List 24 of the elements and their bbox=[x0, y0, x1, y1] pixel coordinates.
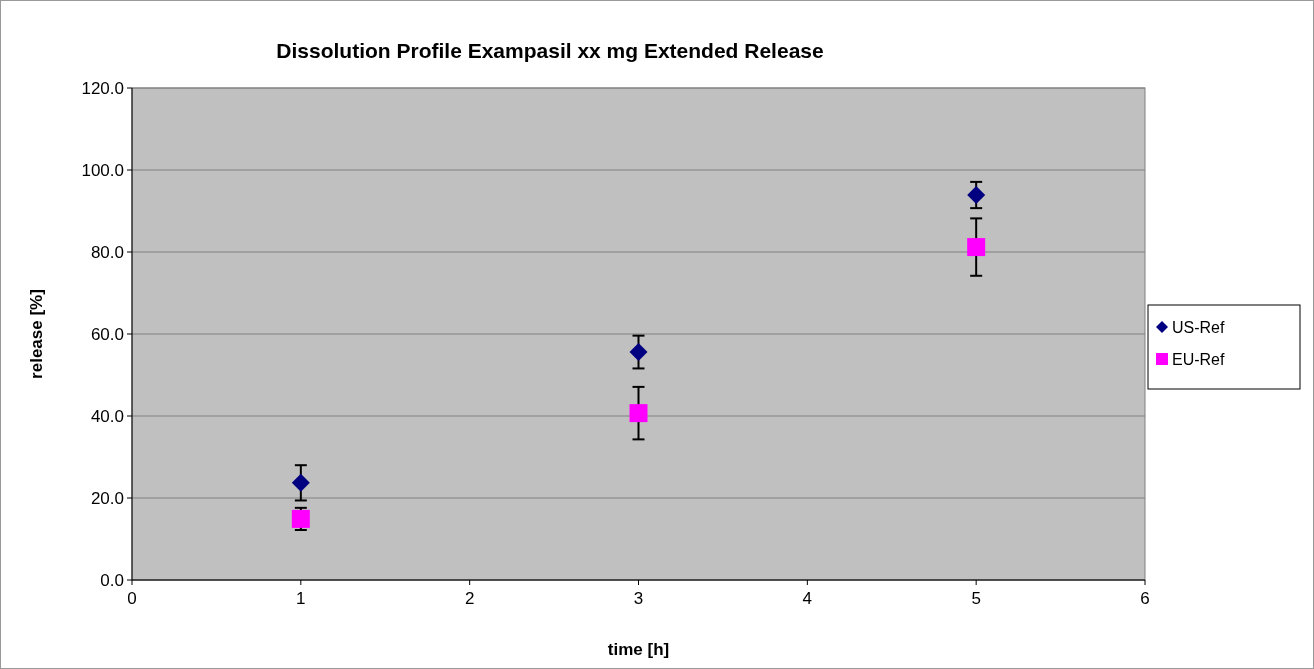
y-tick-label: 80.0 bbox=[90, 242, 124, 262]
x-tick-label: 6 bbox=[1140, 589, 1150, 608]
x-tick-label: 4 bbox=[802, 589, 813, 608]
legend-label: US-Ref bbox=[1172, 318, 1226, 336]
legend-label: EU-Ref bbox=[1172, 350, 1226, 368]
y-tick-label: 40.0 bbox=[90, 406, 124, 426]
x-tick-label: 3 bbox=[633, 589, 644, 608]
point bbox=[967, 238, 986, 257]
x-tick-label: 1 bbox=[296, 589, 306, 608]
y-tick-label: 100.0 bbox=[81, 160, 124, 180]
y-axis-title: release [%] bbox=[27, 289, 46, 379]
point bbox=[629, 404, 648, 423]
y-tick-label: 0.0 bbox=[100, 570, 124, 590]
y-tick-label: 20.0 bbox=[90, 488, 124, 508]
point bbox=[967, 186, 986, 205]
x-axis-title: time [h] bbox=[607, 640, 670, 659]
y-tick-label: 120.0 bbox=[81, 78, 124, 98]
point bbox=[291, 473, 310, 492]
y-tick-label: 60.0 bbox=[90, 324, 124, 344]
chart-title: Dissolution Profile Exampasil xx mg Extended Release bbox=[276, 39, 824, 62]
point bbox=[629, 343, 648, 362]
x-tick-label: 0 bbox=[127, 589, 137, 608]
x-tick-label: 5 bbox=[971, 589, 981, 608]
x-tick-label: 2 bbox=[464, 589, 475, 608]
